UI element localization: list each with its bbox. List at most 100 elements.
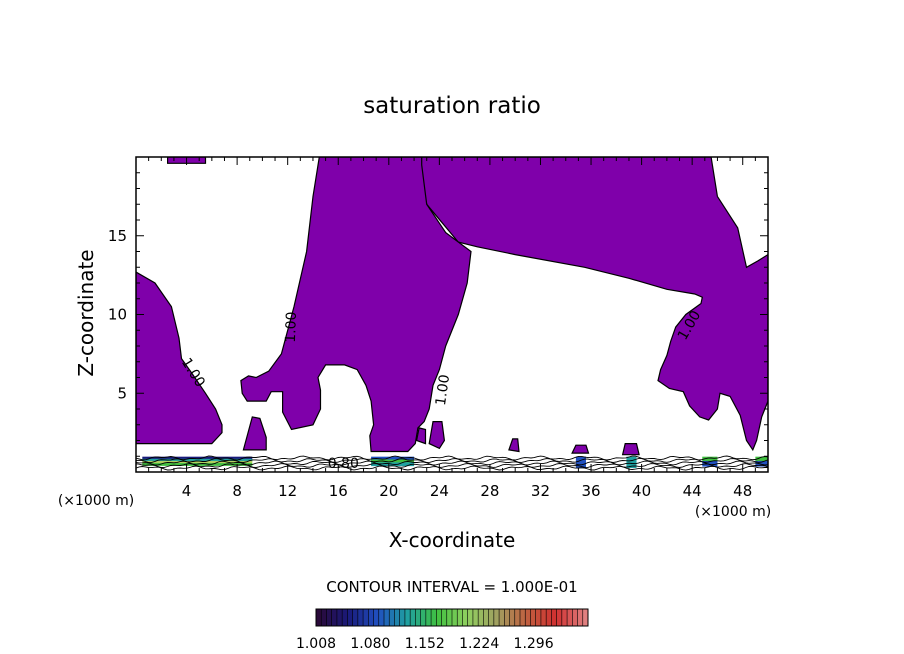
y-tick-label: 15 [108, 227, 127, 245]
x-tick-label: 36 [581, 482, 600, 500]
colorbar-swatch [363, 609, 369, 626]
colorbar-swatch [530, 609, 536, 626]
near-surface-layer [136, 455, 768, 471]
colorbar-swatch [546, 609, 552, 626]
surface-band-5-1 [755, 460, 768, 467]
colorbar-swatch [404, 609, 411, 626]
colorbar-tick-labels: 1.008 1.080 1.152 1.224 1.296 [296, 636, 554, 652]
colorbar-swatch [368, 609, 374, 626]
colorbar-swatch [326, 609, 332, 626]
colorbar-swatch [535, 609, 542, 626]
region-center-small-c [415, 427, 427, 445]
colorbar-swatch [551, 609, 557, 626]
colorbar-swatch [321, 609, 327, 626]
colorbar-swatch [399, 609, 406, 626]
colorbar-swatch [488, 609, 495, 626]
colorbar-swatch [504, 609, 510, 626]
colorbar-swatch [331, 609, 338, 626]
colorbar-tick-label: 1.080 [350, 636, 390, 652]
surface-band-2-0 [575, 456, 586, 469]
x-tick-label: 4 [182, 482, 192, 500]
colorbar-swatch [540, 609, 547, 626]
y-tick-label: 10 [108, 306, 127, 324]
surface-band-0-0 [142, 456, 253, 460]
colorbar-swatch [582, 609, 589, 626]
colorbar-swatch [452, 609, 458, 626]
colorbar-swatch [373, 609, 380, 626]
colorbar-swatch [493, 609, 500, 626]
x-unit-label-left: (×1000 m) [58, 493, 134, 509]
colorbar-swatch [472, 609, 479, 626]
colorbar-swatch [577, 609, 584, 626]
colorbar-swatch [567, 609, 573, 626]
colorbar-swatch [478, 609, 484, 626]
region-center-small-e [571, 444, 590, 454]
colorbar-tick-label: 1.008 [296, 636, 336, 652]
colorbar-swatch [556, 609, 563, 626]
x-tick-label: 16 [329, 482, 348, 500]
colorbar-swatch [499, 609, 505, 626]
x-tick-label: 28 [480, 482, 499, 500]
surface-contour-3 [136, 458, 768, 463]
x-axis-label: X-coordinate [389, 528, 516, 552]
y-axis-ticks: 5 10 15 [108, 172, 768, 457]
chart-title: saturation ratio [363, 93, 541, 119]
supersaturated-regions [136, 157, 768, 456]
colorbar-swatch [457, 609, 463, 626]
x-tick-label: 20 [379, 482, 398, 500]
surface-contour-4 [136, 455, 768, 461]
contour-interval-text: CONTOUR INTERVAL = 1.000E-01 [326, 578, 577, 596]
x-tick-label: 8 [232, 482, 242, 500]
colorbar-swatch [467, 609, 474, 626]
colorbar-swatch [514, 609, 521, 626]
colorbar-swatch [352, 609, 359, 626]
y-axis-label: Z-coordinate [74, 249, 98, 376]
colorbar-swatch [441, 609, 448, 626]
colorbar-swatch [525, 609, 531, 626]
colorbar-tick-label: 1.296 [514, 636, 554, 652]
region-center-small-b [428, 421, 446, 450]
region-left-lobe [136, 271, 223, 445]
x-unit-label-right: (×1000 m) [695, 504, 771, 520]
colorbar-swatch [316, 609, 322, 626]
colorbar-swatch [342, 609, 348, 626]
colorbar-swatch [561, 609, 568, 626]
colorbar-swatch [389, 609, 395, 626]
x-tick-label: 24 [430, 482, 449, 500]
colorbar-swatch [347, 609, 353, 626]
colorbar-swatch [462, 609, 468, 626]
colorbar-swatch [572, 609, 578, 626]
colorbar-swatch [436, 609, 442, 626]
colorbar-tick-label: 1.152 [405, 636, 445, 652]
colorbar-frame [315, 608, 589, 627]
x-tick-label: 48 [733, 482, 752, 500]
colorbar-tick-label: 1.224 [459, 636, 499, 652]
colorbar [315, 608, 589, 627]
region-central-body [240, 157, 472, 453]
colorbar-swatch [420, 609, 427, 626]
surface-contour-1 [136, 463, 768, 468]
colorbar-swatch [520, 609, 526, 626]
region-center-small-d [508, 438, 520, 453]
colorbar-swatch [394, 609, 400, 626]
x-tick-label: 32 [531, 482, 550, 500]
colorbar-swatch [425, 609, 432, 626]
colorbar-swatch [384, 609, 390, 626]
colorbar-swatch [378, 609, 385, 626]
surface-band-4-1 [702, 460, 718, 467]
colorbar-swatch [446, 609, 453, 626]
surface-band-0-2 [142, 460, 253, 464]
contour-label-0: 1.00 [283, 311, 300, 343]
surface-band-5-0 [755, 456, 768, 463]
surface-contour-2 [136, 460, 768, 466]
colorbar-swatch [357, 609, 364, 626]
colorbar-swatch [509, 609, 516, 626]
colorbar-swatch [415, 609, 421, 626]
x-tick-label: 12 [278, 482, 297, 500]
colorbar-swatch [431, 609, 437, 626]
x-tick-label: 40 [632, 482, 651, 500]
region-central-plume [318, 157, 768, 452]
region-center-small-f [621, 443, 640, 456]
surface-band-3-0 [626, 456, 637, 469]
